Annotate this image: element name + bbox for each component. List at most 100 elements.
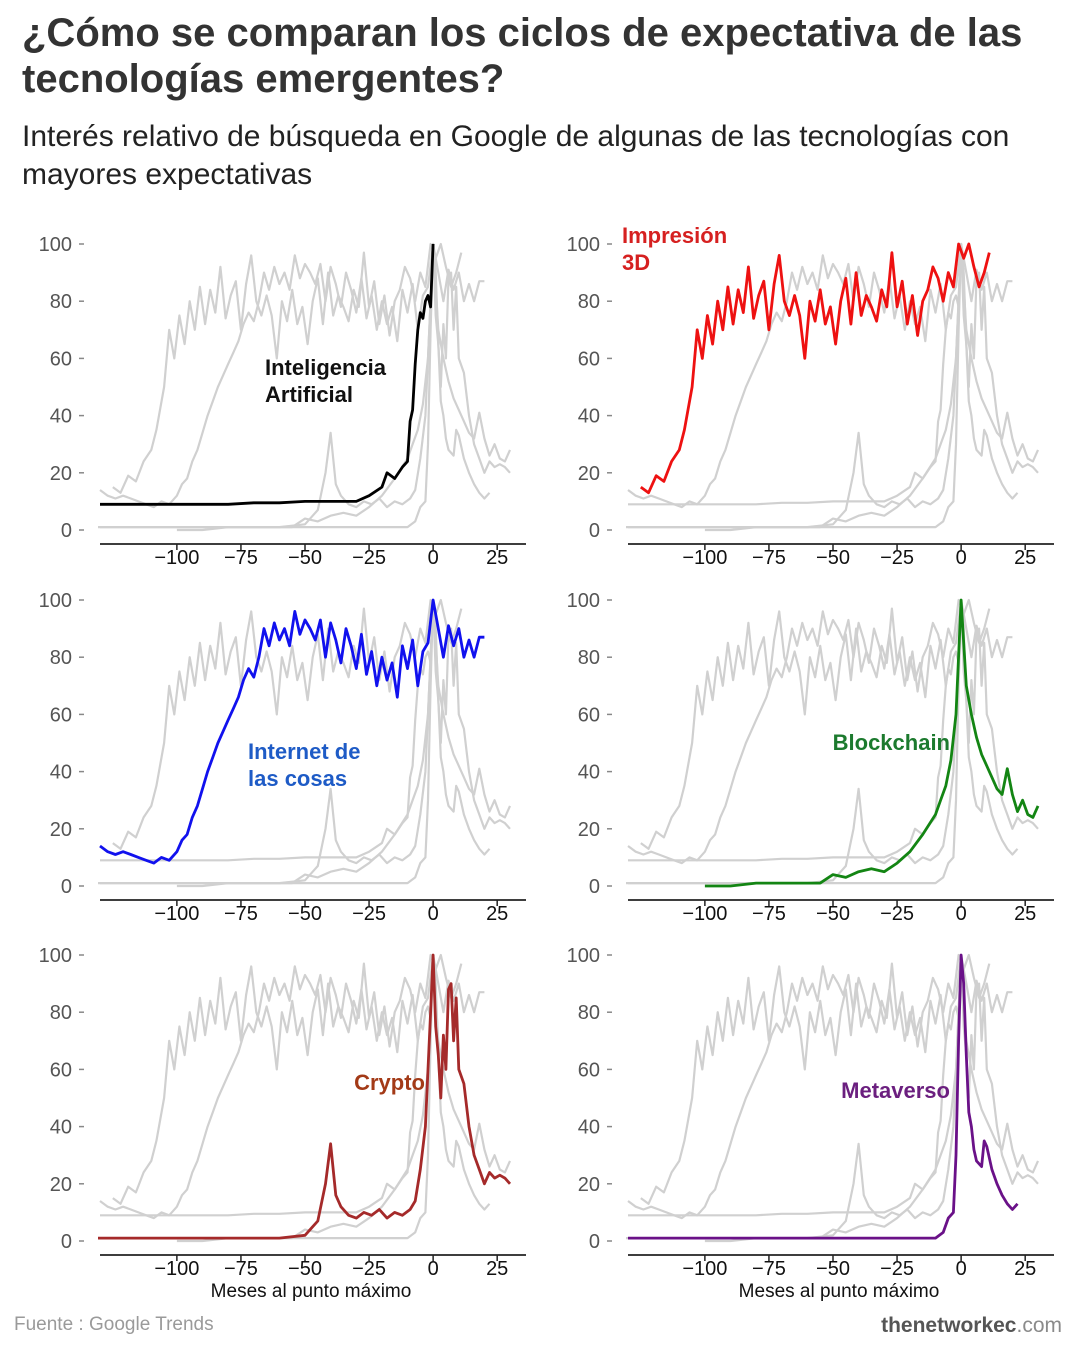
x-tick-label: 0 xyxy=(956,903,967,925)
x-tick-label: 25 xyxy=(1014,903,1036,925)
series-label-line: las cosas xyxy=(248,766,347,791)
background-series-line xyxy=(176,953,512,1243)
y-tick-label: 60 xyxy=(578,704,600,726)
x-tick-label: −75 xyxy=(224,1258,258,1280)
background-series-line xyxy=(98,242,511,529)
x-tick-label: 25 xyxy=(486,547,508,569)
y-tick-label: 100 xyxy=(39,590,72,612)
background-series-line xyxy=(100,599,435,862)
x-tick-label: −75 xyxy=(224,547,258,569)
x-tick-label: 0 xyxy=(428,903,439,925)
y-tick-label: 0 xyxy=(61,876,72,898)
background-series-line xyxy=(704,242,1040,532)
background-series-line xyxy=(98,598,511,885)
y-tick-label: 100 xyxy=(567,234,600,256)
background-series-line xyxy=(112,953,463,1205)
y-tick-label: 0 xyxy=(589,520,600,542)
background-series-line xyxy=(628,954,963,1217)
y-tick-label: 0 xyxy=(589,876,600,898)
series-label-line: Artificial xyxy=(265,382,353,407)
background-series-line xyxy=(626,953,1039,1240)
x-tick-label: −50 xyxy=(816,903,850,925)
x-tick-label: −25 xyxy=(352,547,386,569)
x-tick-label: −25 xyxy=(880,903,914,925)
series-label-line: Internet de xyxy=(248,739,360,764)
series-line xyxy=(704,598,1040,888)
background-series-line xyxy=(112,242,463,494)
x-tick-label: −75 xyxy=(224,903,258,925)
x-axis-title: Meses al punto máximo xyxy=(739,1281,940,1302)
y-tick-label: 60 xyxy=(50,348,72,370)
y-tick-label: 80 xyxy=(50,1002,72,1024)
x-tick-label: −100 xyxy=(682,1258,727,1280)
y-tick-label: 100 xyxy=(39,234,72,256)
background-series-line xyxy=(640,598,991,850)
brand-domain: .com xyxy=(1016,1314,1062,1337)
background-series-line xyxy=(627,953,1013,1220)
series-label-line: Inteligencia xyxy=(265,355,387,380)
x-tick-label: −100 xyxy=(154,547,199,569)
chart-panel-1: 0 20 40 60 80 100 −100 −75 −50 −25 0 25 Inteligencia… xyxy=(39,234,526,569)
series-label: Blockchain xyxy=(833,730,950,755)
background-series-line xyxy=(704,953,1040,1243)
y-tick-label: 20 xyxy=(578,819,600,841)
y-tick-label: 80 xyxy=(578,647,600,669)
background-series-line xyxy=(627,598,1013,865)
chart-panel-6: 0 20 40 60 80 100 −100 −75 −50 −25 0 25 Metaverso Mes… xyxy=(567,945,1054,1302)
x-tick-label: 25 xyxy=(486,1258,508,1280)
background-series-line xyxy=(99,953,485,1220)
series-label-line: Blockchain xyxy=(833,730,950,755)
y-tick-label: 40 xyxy=(578,406,600,428)
x-tick-label: −50 xyxy=(288,547,322,569)
y-tick-label: 20 xyxy=(50,1174,72,1196)
y-tick-label: 60 xyxy=(578,1059,600,1081)
y-tick-label: 20 xyxy=(578,1174,600,1196)
background-series-line xyxy=(99,242,485,509)
series-line xyxy=(639,242,991,495)
x-tick-label: 25 xyxy=(486,903,508,925)
background-series-line xyxy=(100,954,435,1217)
x-tick-label: 0 xyxy=(956,1258,967,1280)
y-tick-label: 60 xyxy=(50,704,72,726)
y-tick-label: 60 xyxy=(50,1059,72,1081)
background-series-line xyxy=(100,242,491,529)
series-label: Internet de las cosas xyxy=(248,739,360,791)
x-tick-label: 0 xyxy=(428,547,439,569)
y-tick-label: 20 xyxy=(50,819,72,841)
background-series-line xyxy=(100,598,491,885)
y-tick-label: 0 xyxy=(61,520,72,542)
series-label-line: Impresión xyxy=(622,223,727,248)
x-tick-label: −100 xyxy=(154,903,199,925)
chart-panel-3: 0 20 40 60 80 100 −100 −75 −50 −25 0 25 Internet de l… xyxy=(39,590,526,925)
chart-panel-2: 0 20 40 60 80 100 −100 −75 −50 −25 0 25 Impresión 3D xyxy=(567,223,1054,569)
y-tick-label: 60 xyxy=(578,348,600,370)
y-tick-label: 80 xyxy=(50,647,72,669)
background-series-line xyxy=(176,242,512,532)
series-line xyxy=(100,243,435,506)
background-series-line xyxy=(176,598,512,888)
y-tick-label: 100 xyxy=(39,945,72,967)
y-tick-label: 40 xyxy=(50,406,72,428)
y-tick-label: 80 xyxy=(50,291,72,313)
y-tick-label: 40 xyxy=(578,762,600,784)
x-axis-title: Meses al punto máximo xyxy=(211,1281,412,1302)
series-label-line: Metaverso xyxy=(841,1078,950,1103)
background-series-group xyxy=(98,598,512,888)
series-line xyxy=(99,598,485,865)
background-series-group xyxy=(99,953,512,1243)
background-series-group xyxy=(626,953,1040,1243)
y-tick-label: 100 xyxy=(567,590,600,612)
series-line xyxy=(98,953,512,1240)
background-series-line xyxy=(112,598,463,850)
chart-title: ¿Cómo se comparan los ciclos de expectat… xyxy=(22,11,1023,101)
y-tick-label: 100 xyxy=(567,945,600,967)
series-label: Inteligencia Artificial xyxy=(265,355,387,407)
chart-panel-5: 0 20 40 60 80 100 −100 −75 −50 −25 0 25 Crypto Meses … xyxy=(39,945,526,1302)
background-series-line xyxy=(100,953,491,1240)
background-series-group xyxy=(626,242,1040,532)
y-tick-label: 80 xyxy=(578,1002,600,1024)
series-label-line: Crypto xyxy=(354,1070,425,1095)
x-tick-label: −25 xyxy=(880,1258,914,1280)
x-tick-label: −50 xyxy=(816,1258,850,1280)
